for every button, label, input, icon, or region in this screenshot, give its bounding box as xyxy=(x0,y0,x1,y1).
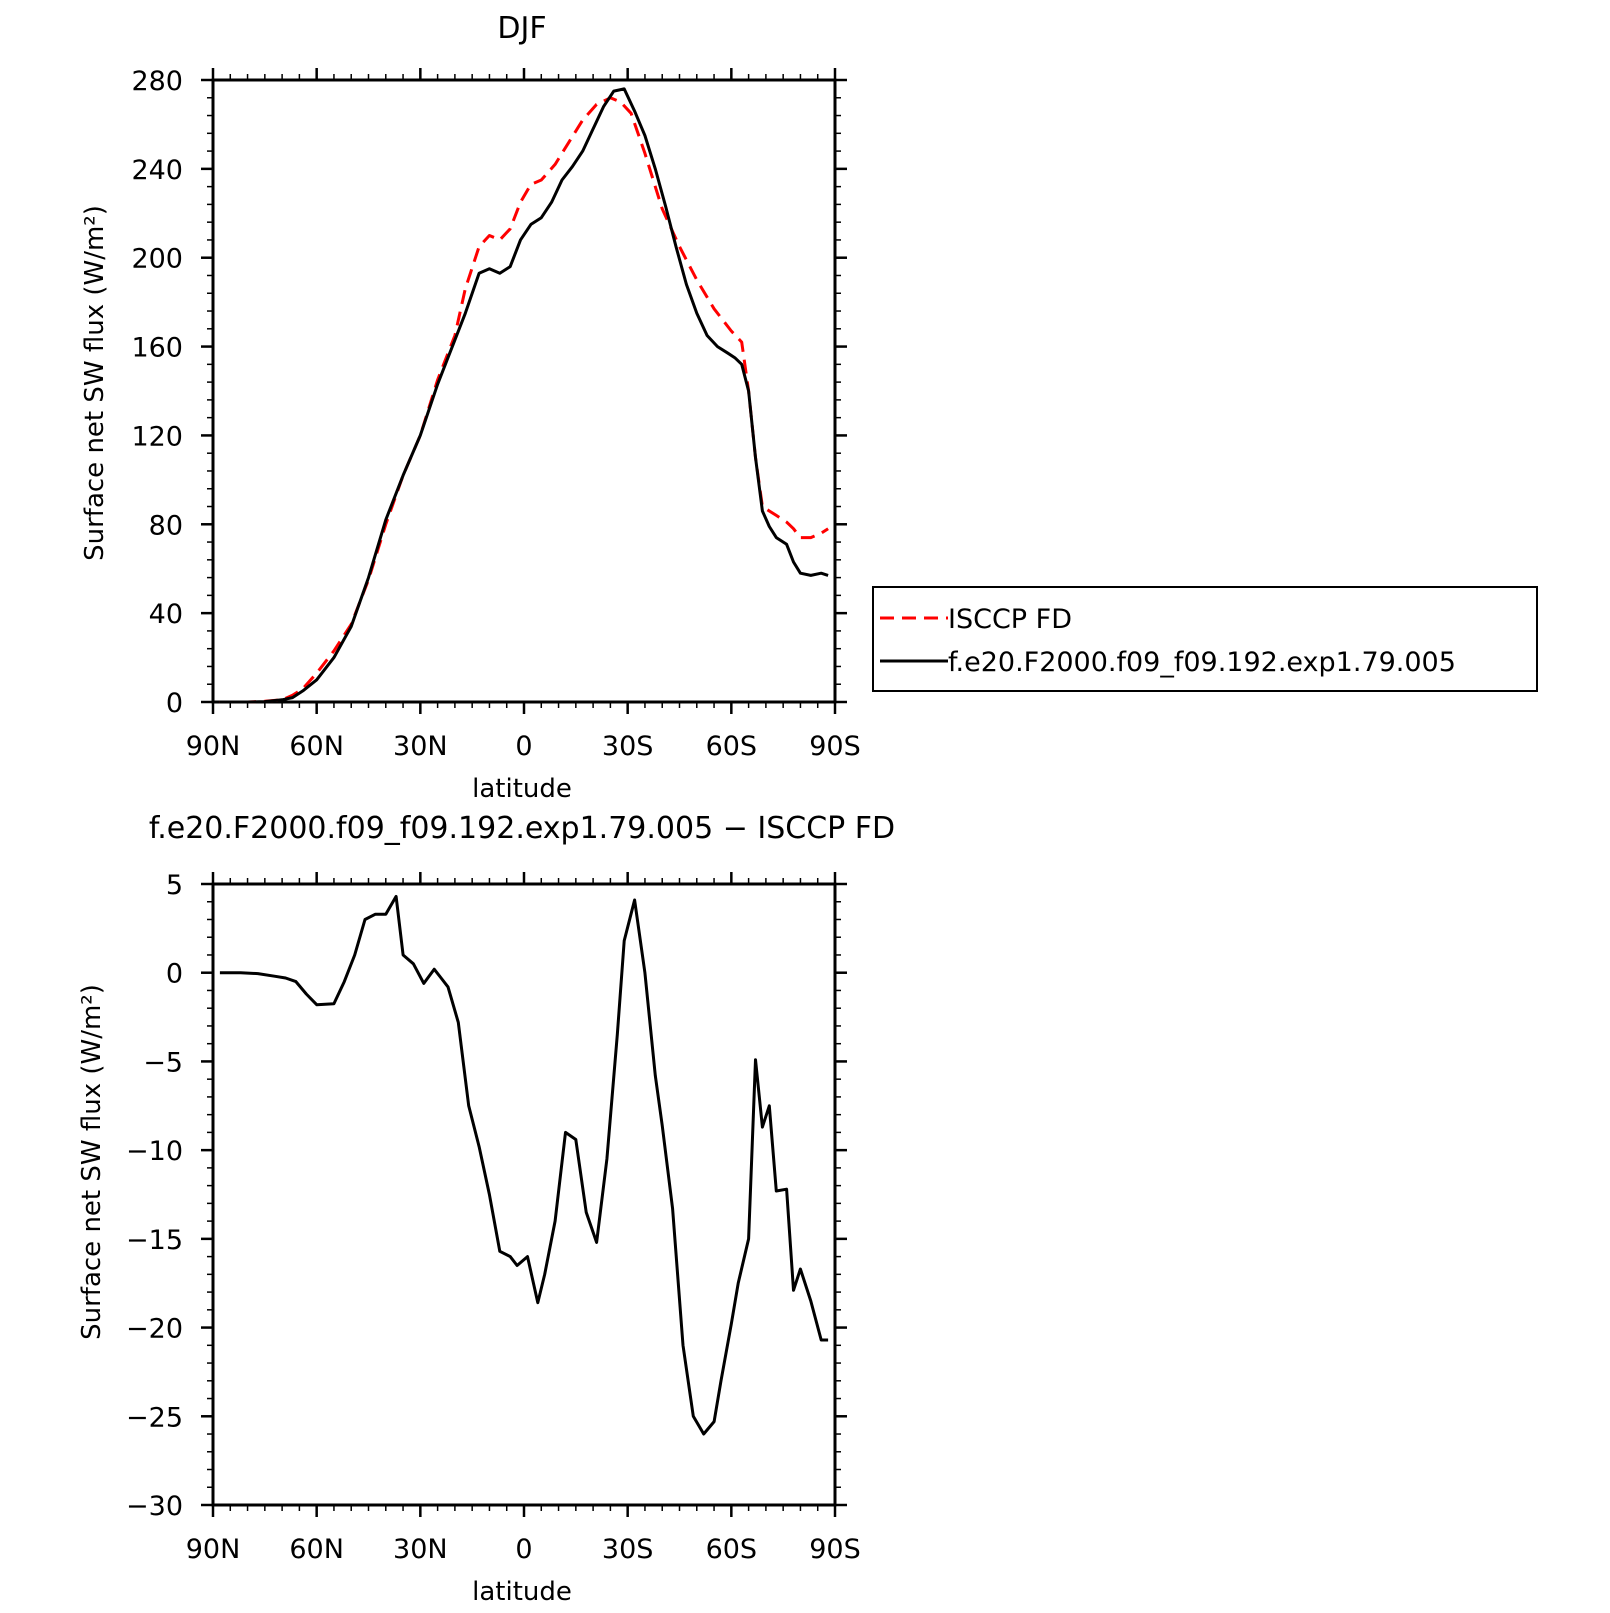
bottom-x-tick-label: 60N xyxy=(289,1534,344,1565)
top-chart-title: DJF xyxy=(497,11,546,46)
top-x-tick-label: 30S xyxy=(602,731,654,762)
bottom-x-tick-label: 0 xyxy=(515,1534,532,1565)
top-y-tick-label: 40 xyxy=(149,599,183,630)
bottom-y-tick-label: −5 xyxy=(143,1047,183,1078)
legend-label-isccp: ISCCP FD xyxy=(948,604,1072,635)
top-x-axis-label: latitude xyxy=(472,774,572,804)
bottom-x-tick-label: 60S xyxy=(706,1534,758,1565)
top-y-tick-label: 0 xyxy=(166,688,183,719)
legend: ISCCP FD f.e20.F2000.f09_f09.192.exp1.79… xyxy=(872,586,1538,692)
top-x-tick-label: 90S xyxy=(809,731,861,762)
top-plot-frame xyxy=(211,78,837,704)
bottom-y-tick-label: 0 xyxy=(166,959,183,990)
top-x-tick-label: 90N xyxy=(186,731,241,762)
top-y-tick-label: 280 xyxy=(131,66,183,97)
bottom-y-tick-label: −30 xyxy=(126,1491,183,1522)
top-y-tick-label: 80 xyxy=(149,510,183,541)
bottom-panel: f.e20.F2000.f09_f09.192.exp1.79.005 − IS… xyxy=(77,811,895,1607)
top-x-tick-label: 60N xyxy=(289,731,344,762)
top-series-line-0 xyxy=(219,96,829,704)
top-y-tick-label: 200 xyxy=(131,244,183,275)
bottom-x-axis-label: latitude xyxy=(472,1577,572,1607)
top-plot-area: 90N 60N 30N 0 30S 60S 90S 0 40 80 120 160 200 240 280 xyxy=(131,66,860,762)
bottom-x-tick-label: 90N xyxy=(186,1534,241,1565)
bottom-y-axis-label: Surface net SW flux (W/m²) xyxy=(77,984,107,1340)
top-y-tick-label: 120 xyxy=(131,421,183,452)
bottom-y-axis-label-text: Surface net SW flux (W/m²) xyxy=(77,984,107,1340)
top-x-tick-label: 30N xyxy=(393,731,448,762)
top-series-line-1 xyxy=(219,87,829,704)
bottom-y-tick-label: −15 xyxy=(126,1225,183,1256)
bottom-y-tick-label: −25 xyxy=(126,1402,183,1433)
bottom-x-tick-label: 30S xyxy=(602,1534,654,1565)
bottom-plot-area: 90N 60N 30N 0 30S 60S 90S 5 0 −5 −10 −15 −20 −25 −30 xyxy=(126,870,861,1565)
bottom-y-tick-label: −10 xyxy=(126,1136,183,1167)
legend-box xyxy=(872,586,1538,692)
top-y-tick-label: 160 xyxy=(131,333,183,364)
top-y-axis-label: Surface net SW flux (W/m²) xyxy=(80,205,110,561)
bottom-x-tick-label: 30N xyxy=(393,1534,448,1565)
top-x-tick-label: 0 xyxy=(515,731,532,762)
bottom-y-tick-label: −20 xyxy=(126,1314,183,1345)
legend-label-model: f.e20.F2000.f09_f09.192.exp1.79.005 xyxy=(948,647,1456,678)
top-panel: DJF 90N 60N 30N 0 30S 60S 90S 0 40 80 120 160 200 240… xyxy=(80,11,861,804)
bottom-chart-title: f.e20.F2000.f09_f09.192.exp1.79.005 − IS… xyxy=(149,811,895,846)
bottom-plot-frame xyxy=(211,882,837,1507)
bottom-x-tick-label: 90S xyxy=(809,1534,861,1565)
bottom-y-tick-label: 5 xyxy=(166,870,183,901)
top-y-tick-label: 240 xyxy=(131,155,183,186)
bottom-series-line-0 xyxy=(219,894,829,1436)
top-y-axis-label-text: Surface net SW flux (W/m²) xyxy=(80,205,110,561)
top-x-tick-label: 60S xyxy=(706,731,758,762)
